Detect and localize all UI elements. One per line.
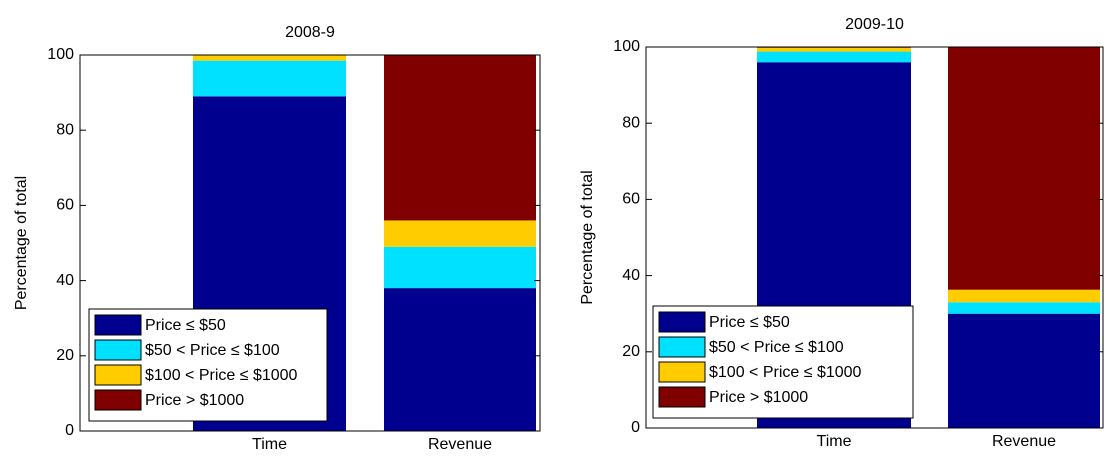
- x-tick-label: Revenue: [992, 433, 1056, 450]
- bar-segment: [948, 47, 1100, 290]
- y-tick-label: 80: [622, 114, 640, 131]
- legend-swatch: [658, 386, 706, 408]
- bar-segment: [948, 302, 1100, 314]
- bar-segment: [384, 220, 536, 247]
- legend-label: Price > $1000: [709, 389, 808, 406]
- y-tick-label: 100: [613, 38, 640, 55]
- legend-label: Price ≤ $50: [145, 317, 226, 334]
- x-tick-label: Time: [252, 436, 287, 452]
- legend-swatch: [94, 389, 142, 411]
- bar-segment: [384, 55, 536, 221]
- y-tick-label: 60: [56, 197, 74, 214]
- y-tick-label: 80: [56, 121, 74, 138]
- legend-swatch: [94, 364, 142, 386]
- bar-segment: [193, 60, 346, 97]
- legend-label: Price > $1000: [145, 392, 244, 409]
- legend-label: $100 < Price ≤ $1000: [709, 364, 862, 381]
- y-tick-label: 20: [622, 343, 640, 360]
- legend-swatch: [658, 361, 706, 383]
- y-tick-label: 0: [65, 422, 74, 439]
- plot-frame: [645, 46, 1104, 429]
- bar-segment: [193, 55, 346, 61]
- y-tick-label: 100: [47, 46, 74, 63]
- y-tick-label: 60: [622, 191, 640, 208]
- legend-swatch: [658, 311, 706, 333]
- bar-segment: [757, 47, 911, 52]
- chart-title: 2009-10: [845, 16, 904, 33]
- x-tick-label: Revenue: [428, 436, 492, 452]
- x-tick-label: Time: [817, 433, 852, 450]
- bar-segment: [948, 313, 1100, 428]
- bar-segment: [948, 289, 1100, 303]
- bar-segment: [757, 51, 911, 63]
- bar-segment: [384, 246, 536, 289]
- bar-segment: [384, 288, 536, 431]
- legend-label: $50 < Price ≤ $100: [709, 339, 844, 356]
- y-tick-label: 0: [631, 419, 640, 436]
- legend-swatch: [94, 339, 142, 361]
- y-tick-label: 40: [622, 267, 640, 284]
- legend-label: $50 < Price ≤ $100: [145, 342, 280, 359]
- legend-label: $100 < Price ≤ $1000: [145, 367, 298, 384]
- y-tick-label: 40: [56, 272, 74, 289]
- plot-frame: [79, 54, 541, 432]
- y-axis-label: Percentage of total: [13, 176, 30, 310]
- y-tick-label: 20: [56, 347, 74, 364]
- legend-label: Price ≤ $50: [709, 314, 790, 331]
- legend-swatch: [94, 314, 142, 336]
- chart-title: 2008-9: [285, 24, 335, 41]
- legend-swatch: [658, 336, 706, 358]
- y-axis-label: Percentage of total: [579, 170, 596, 304]
